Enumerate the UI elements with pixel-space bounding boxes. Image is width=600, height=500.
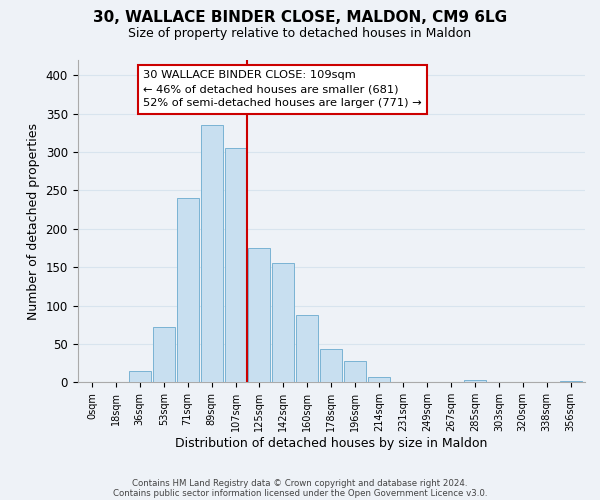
Bar (224, 148, 247, 382)
Bar (152, 327, 175, 382)
Bar (296, 315, 319, 382)
Text: Contains HM Land Registry data © Crown copyright and database right 2024.: Contains HM Land Registry data © Crown c… (132, 478, 468, 488)
Bar (129, 371, 151, 382)
Text: 30, WALLACE BINDER CLOSE, MALDON, CM9 6LG: 30, WALLACE BINDER CLOSE, MALDON, CM9 6L… (93, 10, 507, 25)
Text: Size of property relative to detached houses in Maldon: Size of property relative to detached ho… (128, 28, 472, 40)
Text: 30 WALLACE BINDER CLOSE: 109sqm
← 46% of detached houses are smaller (681)
52% o: 30 WALLACE BINDER CLOSE: 109sqm ← 46% of… (143, 70, 422, 108)
Bar (368, 377, 390, 382)
Bar (200, 125, 223, 382)
X-axis label: Distribution of detached houses by size in Maldon: Distribution of detached houses by size … (175, 437, 487, 450)
Bar (464, 380, 486, 382)
Bar (344, 361, 366, 382)
Bar (272, 264, 295, 382)
Bar (248, 248, 271, 382)
Bar (560, 381, 581, 382)
Bar (320, 348, 342, 382)
Text: Contains public sector information licensed under the Open Government Licence v3: Contains public sector information licen… (113, 488, 487, 498)
Y-axis label: Number of detached properties: Number of detached properties (27, 122, 40, 320)
Bar (176, 198, 199, 382)
